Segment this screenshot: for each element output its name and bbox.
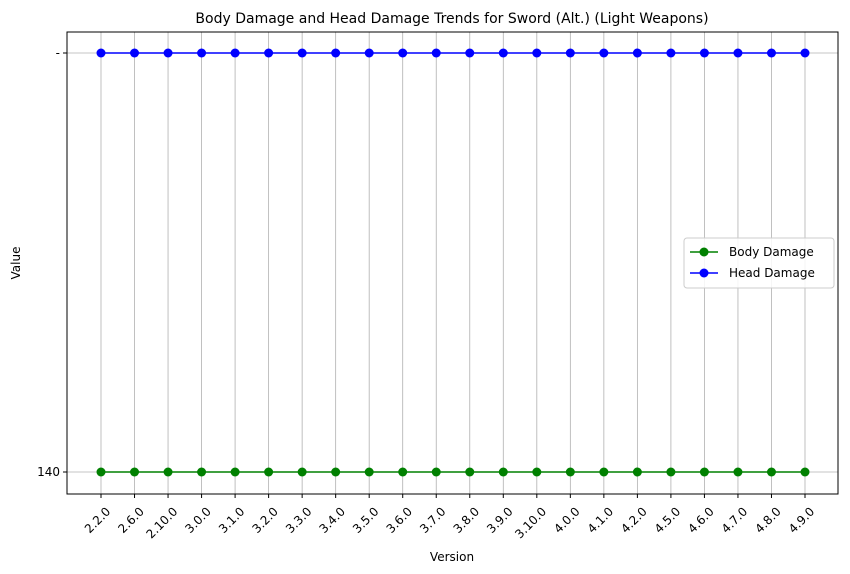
data-point [297, 48, 307, 58]
data-point [364, 48, 374, 58]
data-point [632, 48, 642, 58]
data-point [465, 48, 475, 58]
data-point [264, 467, 274, 477]
legend-item: Head Damage [690, 266, 815, 280]
data-point [666, 48, 676, 58]
data-point [431, 467, 441, 477]
data-point [532, 48, 542, 58]
data-point [666, 467, 676, 477]
data-point [800, 48, 810, 58]
legend: Body Damage Head Damage [683, 237, 835, 289]
data-point [599, 48, 609, 58]
data-point [331, 48, 341, 58]
data-point [565, 467, 575, 477]
data-point [96, 48, 106, 58]
data-point [565, 48, 575, 58]
data-point [532, 467, 542, 477]
data-point [699, 48, 709, 58]
data-point [398, 48, 408, 58]
data-point [766, 467, 776, 477]
y-axis-ticks: 140 - [37, 46, 67, 479]
data-point [197, 467, 207, 477]
data-point [96, 467, 106, 477]
data-point [465, 467, 475, 477]
y-axis-label: Value [9, 247, 23, 280]
data-point [766, 48, 776, 58]
legend-item: Body Damage [690, 245, 814, 259]
legend-marker [699, 247, 709, 257]
series-head-damage [96, 48, 810, 58]
data-point [297, 467, 307, 477]
data-point [699, 467, 709, 477]
chart-title: Body Damage and Head Damage Trends for S… [195, 11, 708, 27]
legend-label: Head Damage [729, 266, 815, 280]
legend-label: Body Damage [729, 245, 814, 259]
x-axis-label: Version [430, 550, 474, 564]
plot-frame [66, 31, 839, 495]
data-point [498, 467, 508, 477]
data-point [163, 48, 173, 58]
data-point [331, 467, 341, 477]
data-point [230, 48, 240, 58]
data-point [733, 467, 743, 477]
data-point [431, 48, 441, 58]
data-point [632, 467, 642, 477]
y-tick-label: 140 [37, 465, 60, 479]
legend-box [683, 237, 835, 289]
series-layer [96, 48, 810, 477]
data-point [800, 467, 810, 477]
data-point [230, 467, 240, 477]
data-point [599, 467, 609, 477]
data-point [398, 467, 408, 477]
series-body-damage [96, 467, 810, 477]
data-point [733, 48, 743, 58]
y-tick-label: - [56, 46, 60, 60]
data-point [264, 48, 274, 58]
legend-marker [699, 268, 709, 278]
data-point [364, 467, 374, 477]
data-point [197, 48, 207, 58]
data-point [163, 467, 173, 477]
data-point [130, 48, 140, 58]
data-point [498, 48, 508, 58]
data-point [130, 467, 140, 477]
